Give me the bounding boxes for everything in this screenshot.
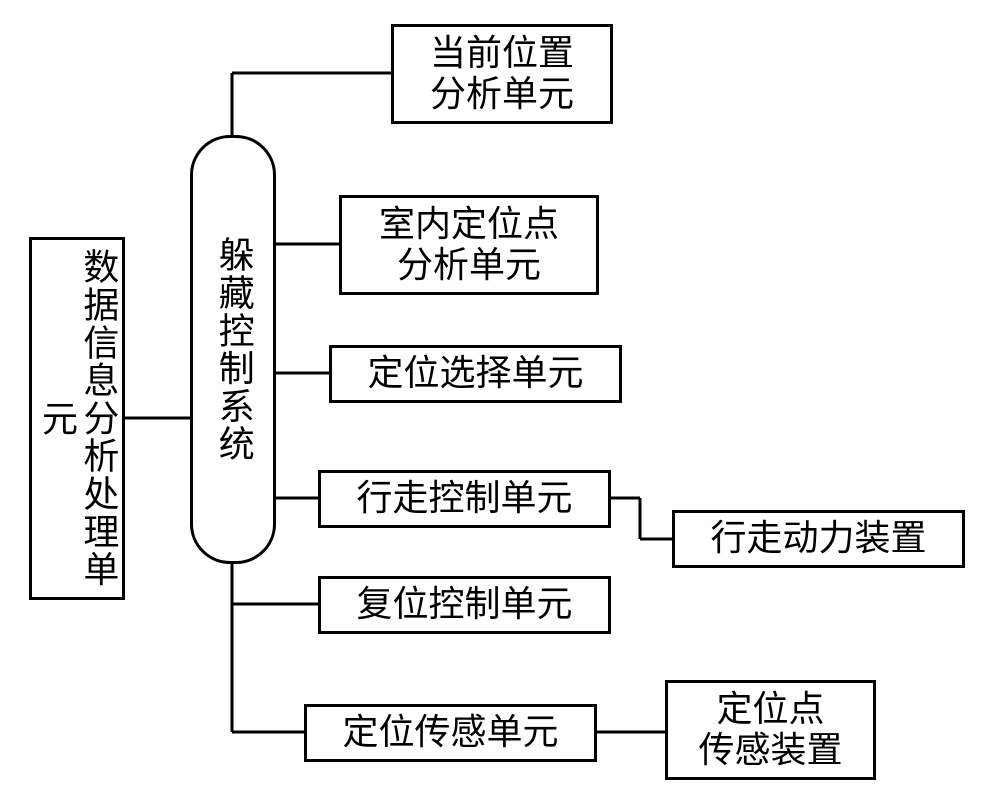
diagram-stage: 数据信息分析处理单元 躲藏控制系统 当前位置 分析单元 室内定位点 分析单元 定… [0,0,1000,809]
node-positioning-select-unit: 定位选择单元 [329,345,622,403]
node-label: 当前位置 分析单元 [430,33,574,116]
node-label: 行走控制单元 [356,478,572,519]
node-current-position-analysis-unit: 当前位置 分析单元 [391,24,613,124]
node-data-analysis-unit: 数据信息分析处理单元 [29,237,125,600]
node-label: 数据信息分析处理单元 [36,240,119,597]
node-anchor-sensor-device: 定位点 传感装置 [665,680,876,780]
node-walk-power-device: 行走动力装置 [672,510,965,568]
node-position-sensor-unit: 定位传感单元 [304,704,597,762]
node-label: 室内定位点 分析单元 [379,204,559,287]
node-reset-control-unit: 复位控制单元 [318,576,611,634]
node-label: 定位传感单元 [342,712,558,753]
node-label: 行走动力装置 [710,518,926,559]
node-label: 躲藏控制系统 [212,236,253,463]
node-indoor-anchor-analysis-unit: 室内定位点 分析单元 [339,195,599,295]
node-label: 定位点 传感装置 [698,689,842,772]
node-label: 复位控制单元 [356,584,572,625]
node-label: 定位选择单元 [367,353,583,394]
node-walk-control-unit: 行走控制单元 [318,470,611,528]
node-hide-control-system: 躲藏控制系统 [190,135,276,564]
